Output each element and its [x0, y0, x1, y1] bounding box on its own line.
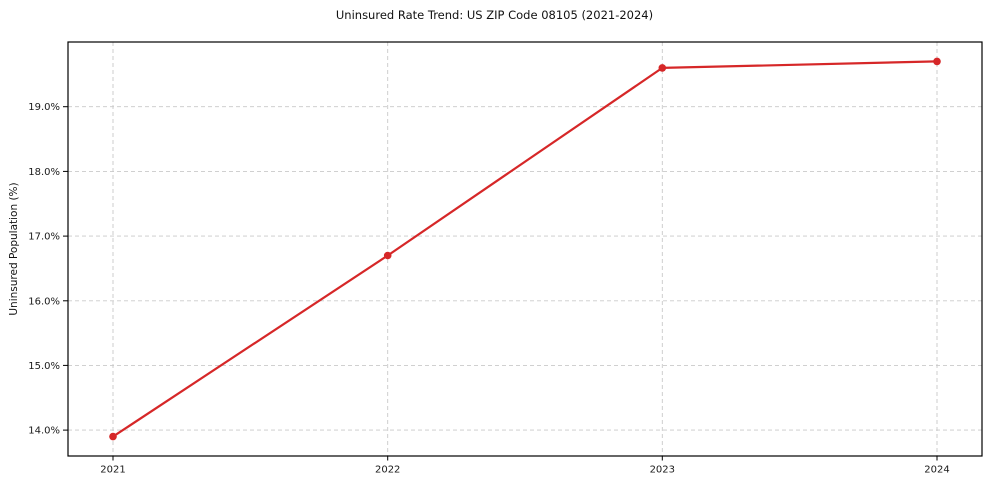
data-point	[658, 64, 667, 72]
y-tick-label: 17.0%	[28, 232, 60, 243]
x-tick-label: 2023	[650, 465, 675, 476]
x-tick-label: 2022	[375, 465, 400, 476]
data-point	[933, 57, 941, 66]
data-point	[109, 432, 117, 441]
chart-title: Uninsured Rate Trend: US ZIP Code 08105 …	[335, 8, 654, 22]
y-tick-label: 19.0%	[28, 102, 60, 113]
plot-frame	[67, 41, 983, 457]
trend-line	[111, 60, 939, 438]
x-tick-label: 2021	[100, 465, 125, 476]
y-tick-label: 14.0%	[28, 426, 60, 437]
y-tick-label: 18.0%	[28, 167, 60, 178]
x-tick-label: 2024	[924, 465, 949, 476]
y-tick-label: 15.0%	[28, 361, 60, 372]
y-tick-label: 16.0%	[28, 296, 60, 307]
data-point	[383, 251, 392, 260]
